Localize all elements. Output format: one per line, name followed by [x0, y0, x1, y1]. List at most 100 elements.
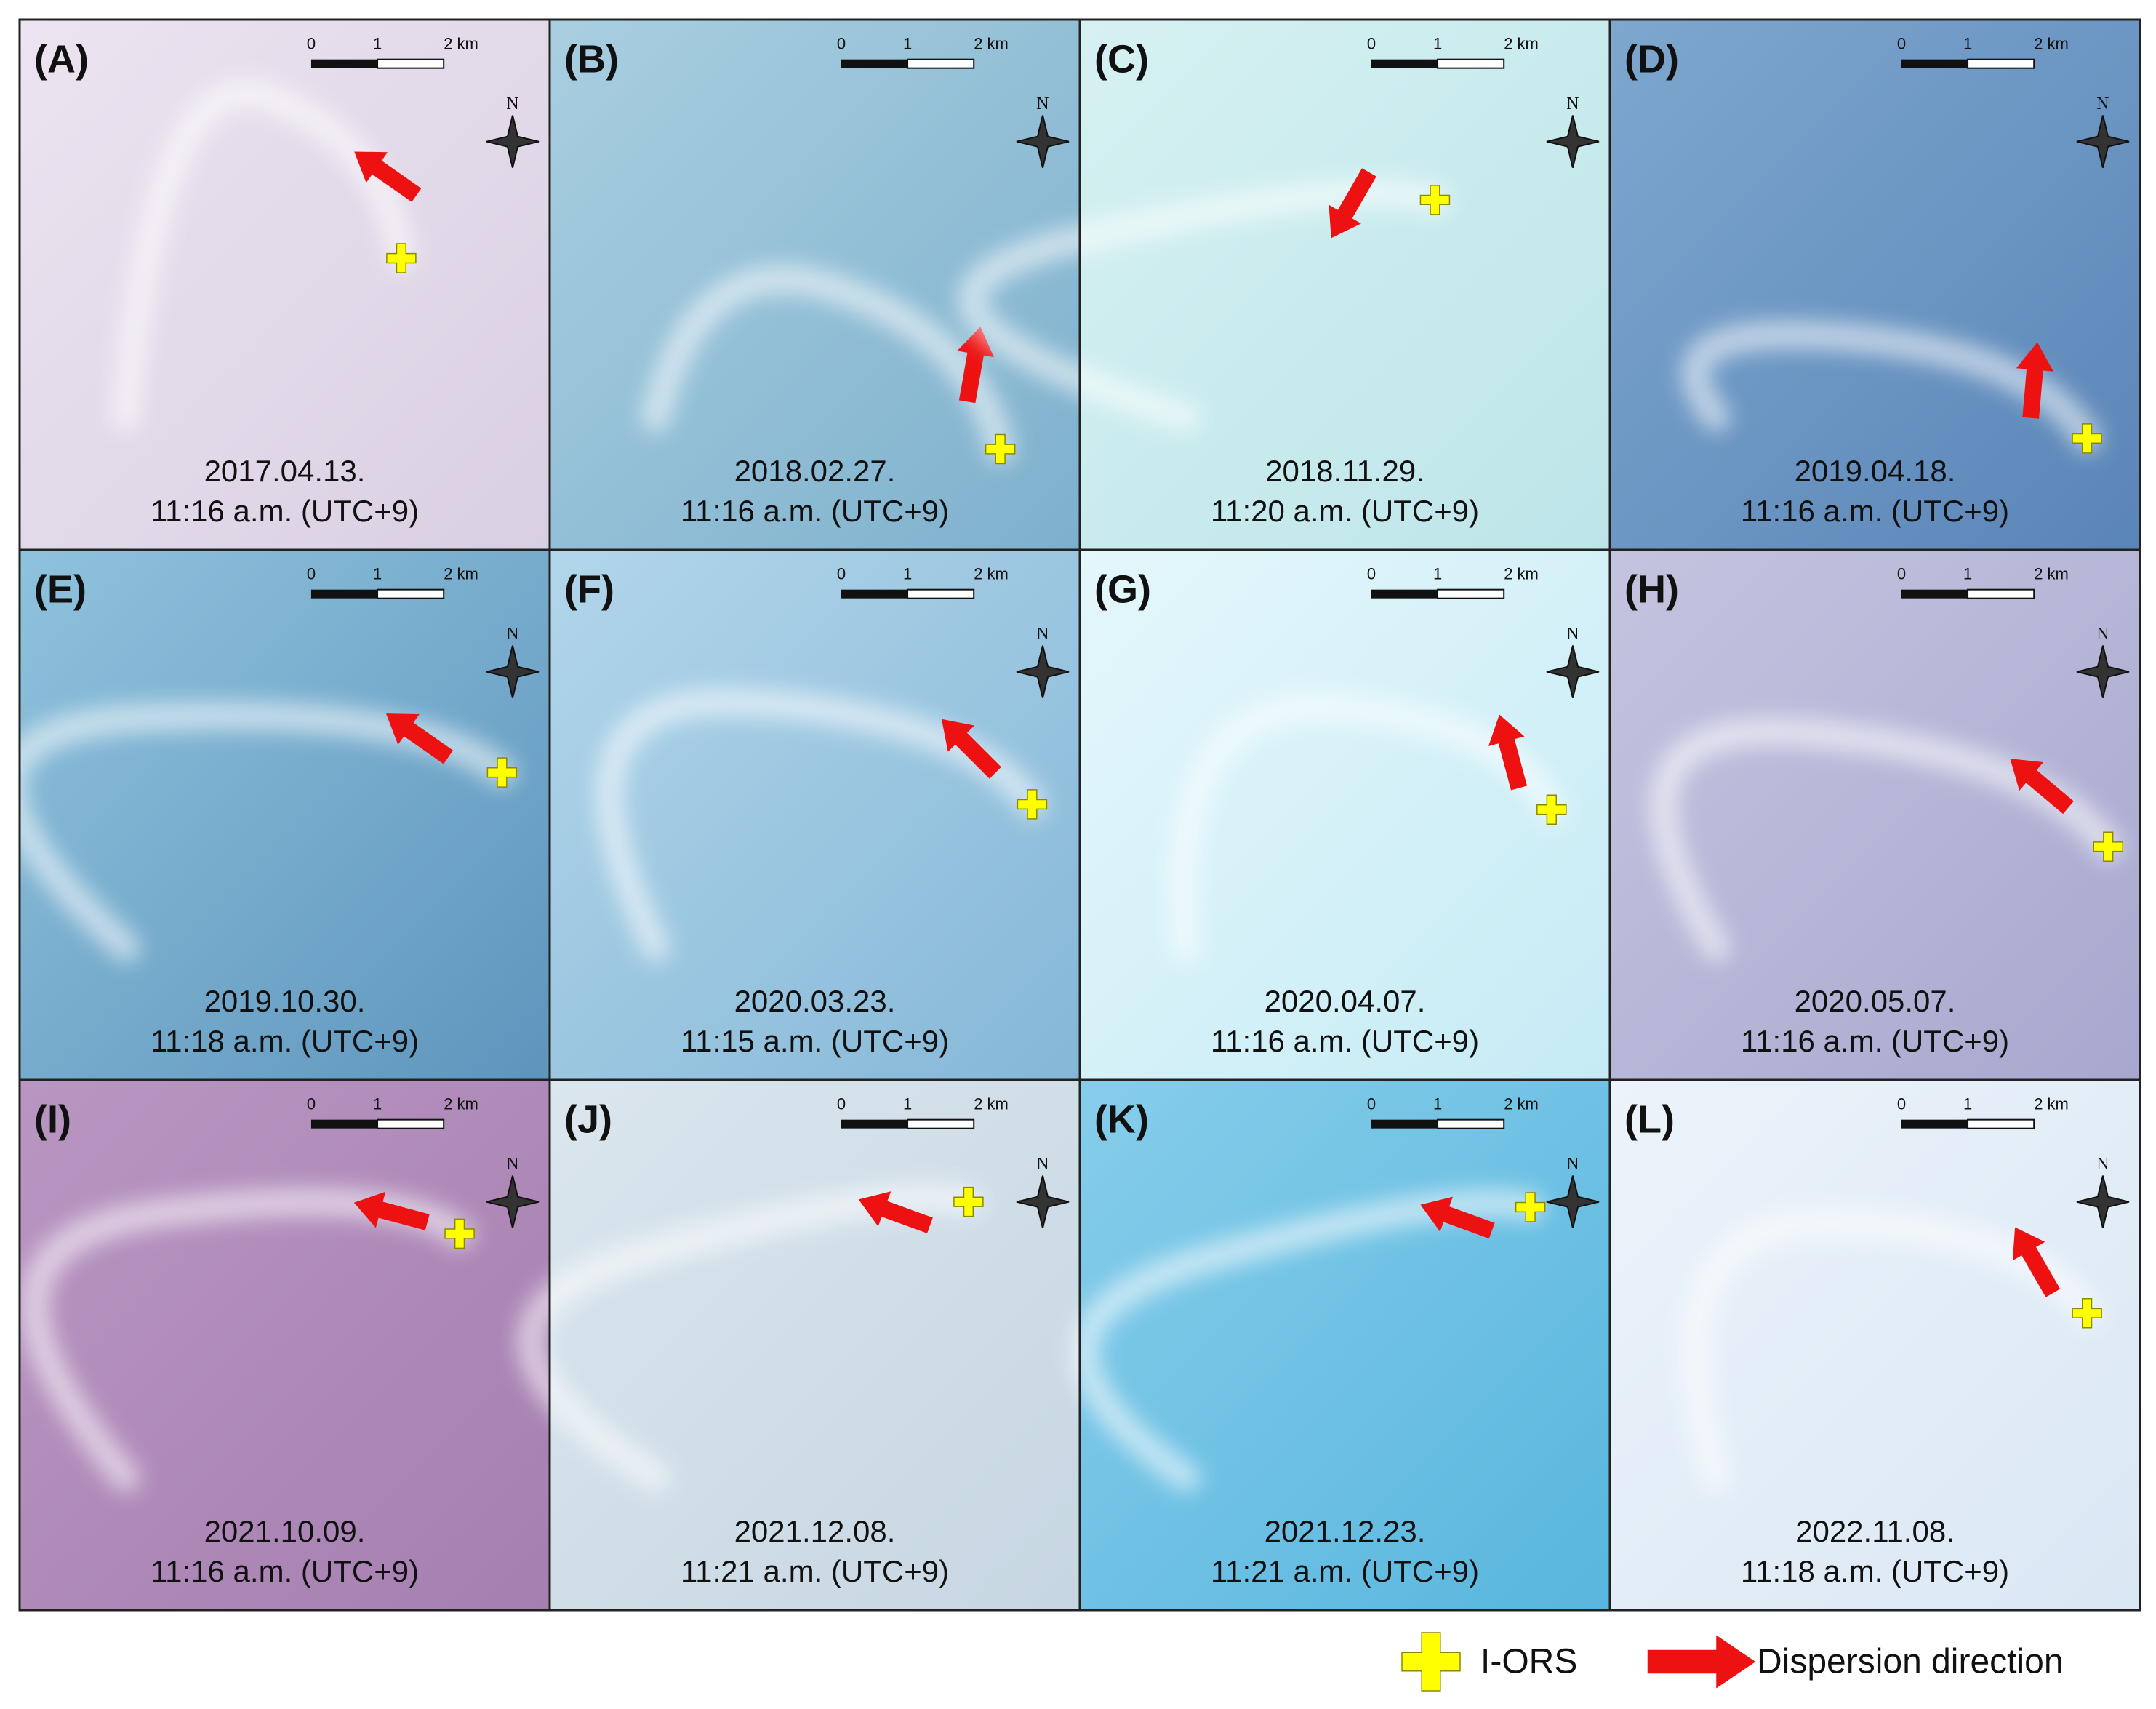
dispersion-arrow	[385, 713, 454, 764]
scale-label: 2 km	[1504, 1094, 1539, 1113]
date: 2021.12.23.	[1265, 1514, 1426, 1548]
panel: (H) 0 1 2 km N 2020.05.07. 11:16 a.m. (UTC+9)	[1608, 548, 2141, 1081]
compass	[2076, 645, 2130, 698]
scale-label: 2 km	[1504, 564, 1539, 583]
scale-black	[1901, 589, 1968, 599]
scale-label: 2 km	[2034, 564, 2069, 583]
time: 11:15 a.m. (UTC+9)	[681, 1024, 949, 1058]
scale-label: 0	[307, 34, 316, 52]
compass-n: N	[1036, 1155, 1049, 1174]
iors-marker	[2072, 1298, 2102, 1329]
panel-label: (B)	[564, 37, 619, 81]
date: 2017.04.13.	[204, 454, 366, 488]
dispersion-arrow	[1488, 714, 1528, 791]
scale-black	[841, 59, 908, 68]
panel: (G) 0 1 2 km N 2020.04.07. 11:16 a.m. (UTC+9)	[1078, 548, 1611, 1081]
legend-arrow	[1647, 1635, 1756, 1689]
dispersion-arrow	[941, 719, 1001, 779]
dispersion-arrow	[354, 151, 422, 202]
scale-label: 1	[1433, 34, 1442, 52]
scale-label: 2 km	[1504, 34, 1539, 52]
scale-black	[310, 589, 378, 599]
compass	[486, 115, 540, 168]
iors-marker	[2093, 831, 2124, 862]
compass	[1016, 115, 1070, 168]
date: 2018.11.29.	[1265, 454, 1424, 488]
scale-label: 2 km	[974, 34, 1009, 52]
scale-white	[377, 58, 445, 69]
compass-n: N	[2096, 95, 2109, 113]
iors-marker	[444, 1218, 475, 1249]
panel-label: (C)	[1094, 37, 1149, 81]
scale-black	[1371, 59, 1438, 68]
scale-label: 2 km	[2034, 1094, 2069, 1113]
iors-marker	[2072, 423, 2102, 454]
panel-label: (I)	[34, 1097, 71, 1141]
compass-n: N	[2096, 1155, 2109, 1174]
compass	[1546, 1175, 1600, 1228]
dispersion-arrow	[2012, 1227, 2061, 1297]
dispersion-arrow	[858, 1191, 933, 1233]
scale-label: 1	[373, 1094, 382, 1113]
scale-label: 1	[373, 564, 382, 583]
dispersion-arrow	[2010, 759, 2074, 815]
satellite-image	[1080, 550, 1610, 1080]
panel-label: (D)	[1624, 37, 1679, 81]
time: 11:21 a.m. (UTC+9)	[681, 1554, 949, 1588]
compass-n: N	[1566, 1155, 1579, 1174]
satellite-image	[20, 550, 550, 1080]
scale-label: 1	[903, 34, 912, 52]
iors-marker	[953, 1186, 984, 1217]
scale-white	[1437, 58, 1505, 69]
scale-label: 2 km	[444, 564, 478, 583]
scale-label: 1	[903, 1094, 912, 1113]
scale-label: 0	[307, 564, 316, 583]
scale-white	[907, 1118, 975, 1129]
date: 2020.03.23.	[734, 984, 896, 1018]
satellite-image	[1080, 20, 1610, 550]
panel: (D) 0 1 2 km N 2019.04.18. 11:16 a.m. (UTC+9)	[1608, 18, 2141, 551]
panel: (A) 0 1 2 km N 2017.04.13. 11:16 a.m. (UTC+9)	[18, 18, 551, 551]
time: 11:21 a.m. (UTC+9)	[1211, 1554, 1479, 1588]
time: 11:16 a.m. (UTC+9)	[151, 1554, 419, 1588]
iors-marker	[486, 757, 518, 788]
panel-label: (G)	[1094, 567, 1151, 611]
dispersion-arrow	[1420, 1196, 1495, 1239]
dispersion-arrow	[2016, 342, 2053, 419]
plume	[1070, 1188, 1545, 1492]
legend-label: Dispersion direction	[1757, 1643, 2064, 1681]
compass-n: N	[1566, 625, 1579, 644]
scale-black	[1371, 589, 1438, 599]
panel-label: (F)	[564, 567, 614, 611]
compass-n: N	[506, 1155, 518, 1174]
panel-label: (K)	[1094, 1097, 1149, 1141]
iors-marker	[1419, 185, 1451, 215]
compass	[1546, 115, 1600, 168]
scale-label: 2 km	[2034, 34, 2069, 52]
scale-label: 1	[1963, 564, 1972, 583]
panel: (K) 0 1 2 km N 2021.12.23. 11:21 a.m. (UTC+9)	[1070, 1078, 1611, 1612]
scale-label: 2 km	[974, 564, 1009, 583]
iors-marker	[1536, 794, 1567, 825]
panel-label: (H)	[1624, 567, 1679, 611]
panel-label: (L)	[1624, 1097, 1675, 1141]
scale-label: 0	[837, 34, 846, 52]
time: 11:18 a.m. (UTC+9)	[1741, 1554, 2009, 1588]
scale-label: 2 km	[444, 1094, 478, 1113]
scale-black	[310, 1119, 378, 1129]
scale-label: 0	[837, 1094, 846, 1113]
date: 2020.04.07.	[1265, 984, 1426, 1018]
iors-marker	[985, 433, 1016, 465]
scale-label: 0	[1367, 564, 1376, 583]
scale-label: 1	[1433, 564, 1442, 583]
scale-white	[907, 588, 975, 599]
plume	[516, 1183, 983, 1492]
scale-black	[841, 1119, 908, 1129]
panel: (J) 0 1 2 km N 2021.12.08. 11:21 a.m. (UTC+9)	[516, 1078, 1081, 1612]
scale-label: 0	[1897, 34, 1906, 52]
scale-label: 1	[903, 564, 912, 583]
compass	[2076, 1175, 2130, 1228]
dispersion-arrow	[957, 327, 994, 404]
scale-white	[907, 58, 975, 69]
satellite-image	[1080, 1080, 1610, 1610]
